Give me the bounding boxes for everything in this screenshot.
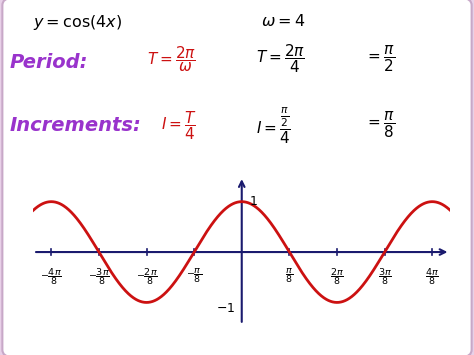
Text: $T = \dfrac{2\pi}{4}$: $T = \dfrac{2\pi}{4}$: [256, 43, 305, 76]
Text: $-\dfrac{4\pi}{8}$: $-\dfrac{4\pi}{8}$: [40, 266, 62, 287]
Text: $= \dfrac{\pi}{2}$: $= \dfrac{\pi}{2}$: [365, 44, 395, 74]
Text: $\dfrac{2\pi}{8}$: $\dfrac{2\pi}{8}$: [330, 266, 344, 287]
Text: Increments:: Increments:: [9, 116, 141, 135]
Text: $= \dfrac{\pi}{8}$: $= \dfrac{\pi}{8}$: [365, 111, 395, 141]
Text: $y = \cos\!\left(4x\right)$: $y = \cos\!\left(4x\right)$: [33, 13, 122, 32]
Text: Period:: Period:: [9, 53, 88, 72]
Text: $-\dfrac{2\pi}{8}$: $-\dfrac{2\pi}{8}$: [136, 266, 157, 287]
Text: $-1$: $-1$: [217, 302, 236, 316]
Text: $\dfrac{3\pi}{8}$: $\dfrac{3\pi}{8}$: [378, 266, 392, 287]
Text: $I = \dfrac{T}{4}$: $I = \dfrac{T}{4}$: [161, 109, 197, 142]
Text: $1$: $1$: [249, 195, 258, 208]
Text: $T = \dfrac{2\pi}{\omega}$: $T = \dfrac{2\pi}{\omega}$: [147, 44, 196, 74]
Text: $-\dfrac{3\pi}{8}$: $-\dfrac{3\pi}{8}$: [88, 266, 110, 287]
Text: $\dfrac{4\pi}{8}$: $\dfrac{4\pi}{8}$: [425, 266, 439, 287]
Text: $-\dfrac{\pi}{8}$: $-\dfrac{\pi}{8}$: [186, 266, 202, 285]
Text: $\dfrac{\pi}{8}$: $\dfrac{\pi}{8}$: [285, 266, 293, 285]
Text: $\omega = 4$: $\omega = 4$: [261, 13, 305, 30]
Text: $I = \dfrac{\frac{\pi}{2}}{4}$: $I = \dfrac{\frac{\pi}{2}}{4}$: [256, 105, 291, 146]
